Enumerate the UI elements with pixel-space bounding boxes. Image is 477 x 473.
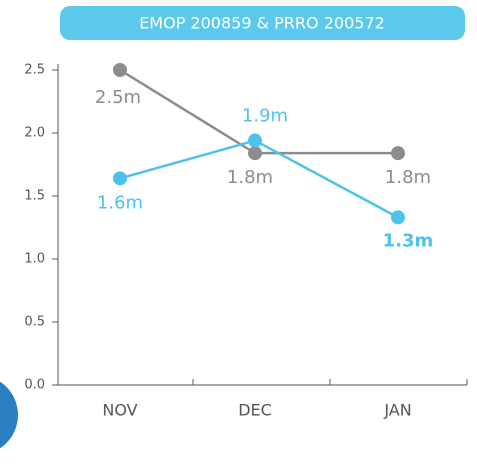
y-tick-label: 0.0 <box>24 378 45 393</box>
point <box>391 146 405 161</box>
point <box>248 133 262 148</box>
value-label: 1.6m <box>97 192 143 213</box>
point <box>391 210 405 225</box>
y-tick-label: 2.5 <box>24 63 45 78</box>
x-tick-label: NOV <box>102 401 137 420</box>
x-tick-label: DEC <box>238 401 272 420</box>
y-tick-label: 1.5 <box>24 189 45 204</box>
title-banner <box>60 6 465 40</box>
point <box>113 171 127 186</box>
value-label: 1.8m <box>385 167 431 188</box>
y-tick-label: 0.5 <box>24 315 45 330</box>
decoration <box>0 381 18 449</box>
point <box>248 146 262 161</box>
y-tick-label: 2.0 <box>24 126 45 141</box>
chart-title: EMOP 200859 & PRRO 200572 <box>139 14 385 33</box>
value-label: 2.5m <box>95 87 141 108</box>
value-label: 1.3m <box>383 230 434 251</box>
value-label: 1.8m <box>227 167 273 188</box>
value-label: 1.9m <box>242 106 288 127</box>
point <box>113 63 127 77</box>
y-tick-label: 1.0 <box>24 252 45 267</box>
x-tick-label: JAN <box>383 401 411 420</box>
